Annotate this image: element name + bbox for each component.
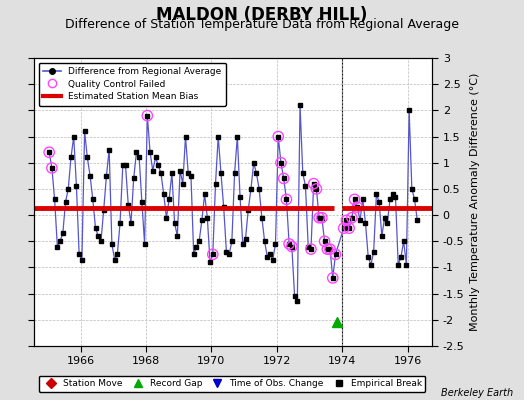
Point (282, 196, 291, 202)
Point (307, 246, 315, 252)
Point (348, 214, 356, 221)
Point (318, 214, 326, 221)
Point (340, 225, 348, 231)
Point (288, 243, 296, 250)
Point (329, 275, 337, 281)
Point (279, 175, 288, 182)
Point (351, 196, 359, 202)
Point (285, 241, 293, 247)
Point (45, 149, 53, 156)
Point (143, 112, 151, 119)
Point (312, 186, 321, 192)
Point (323, 246, 332, 252)
Point (277, 160, 285, 166)
Text: MALDON (DERBY HILL): MALDON (DERBY HILL) (156, 6, 368, 24)
Point (345, 225, 353, 231)
Point (315, 214, 323, 221)
Text: Berkeley Earth: Berkeley Earth (441, 388, 514, 398)
Point (310, 180, 318, 187)
Text: Difference of Station Temperature Data from Regional Average: Difference of Station Temperature Data f… (65, 18, 459, 31)
Point (326, 246, 334, 252)
Y-axis label: Monthly Temperature Anomaly Difference (°C): Monthly Temperature Anomaly Difference (… (470, 73, 480, 331)
Point (342, 217, 351, 224)
Point (353, 204, 362, 210)
Point (48, 165, 56, 171)
Point (331, 251, 340, 258)
Legend: Station Move, Record Gap, Time of Obs. Change, Empirical Break: Station Move, Record Gap, Time of Obs. C… (39, 376, 425, 392)
Point (320, 238, 329, 244)
Point (274, 133, 282, 140)
Point (209, 251, 217, 258)
